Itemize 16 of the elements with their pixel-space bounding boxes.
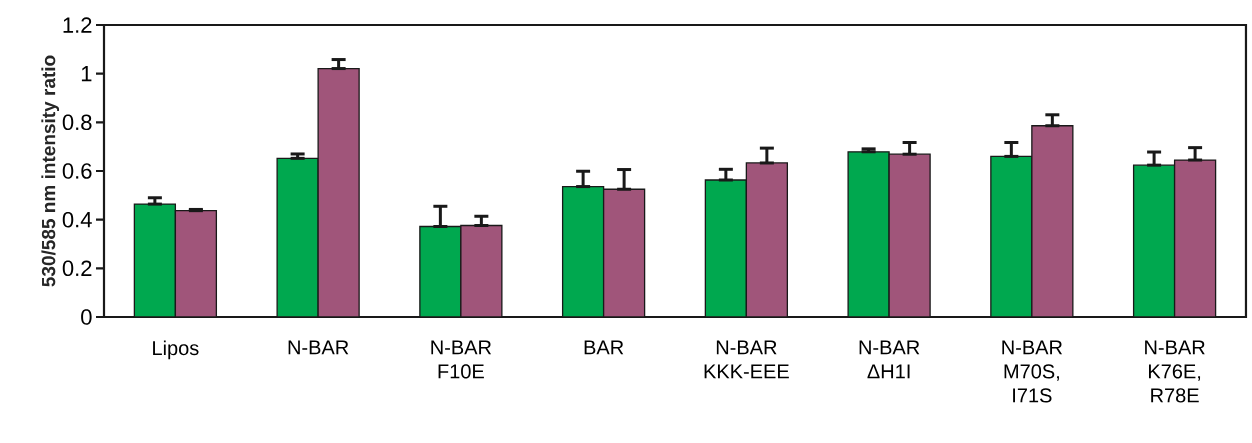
x-tick-label: Lipos: [153, 340, 199, 360]
y-tick-label: 1: [81, 66, 92, 82]
y-tick-label: 0: [81, 309, 92, 325]
x-tick-label: N-BAR KKK-EEE: [704, 340, 789, 379]
y-tick-label: 1.2: [63, 17, 92, 33]
x-tick-label: N-BAR ΔH1I: [859, 340, 920, 379]
x-tick-label: BAR: [584, 340, 624, 355]
x-tick-label: N-BAR K76E, R78E: [1145, 340, 1205, 403]
y-tick-label: 0.6: [62, 163, 92, 179]
y-tick-label: 0.8: [62, 114, 92, 131]
x-tick-label: N-BAR M70S, I71S: [1002, 340, 1063, 403]
y-tick-label: 0.2: [62, 260, 92, 277]
y-tick-label: 0.4: [62, 211, 92, 228]
x-tick-label: N-BAR F10E: [431, 340, 492, 379]
y-axis-title: 530/585 nm intensity ratio: [41, 55, 60, 287]
x-tick-label: N-BAR: [288, 340, 349, 355]
